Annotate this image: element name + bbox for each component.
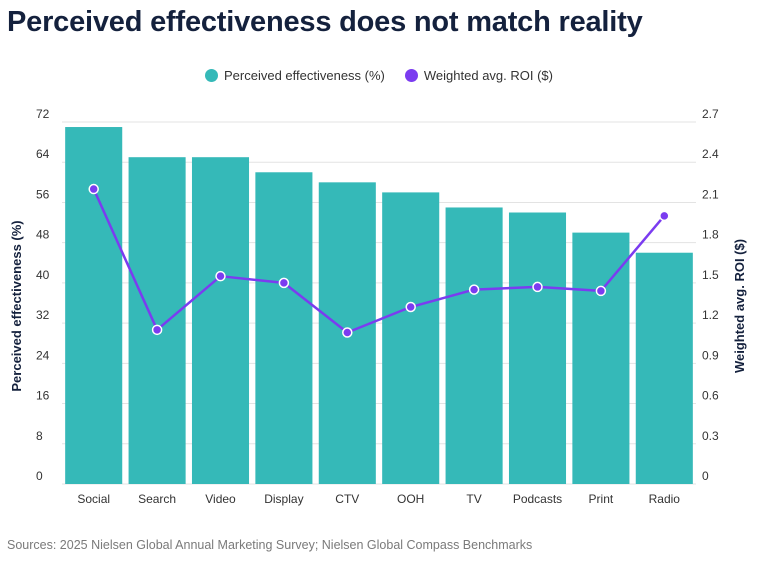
legend-label-perceived: Perceived effectiveness (%) (224, 68, 385, 83)
bar (191, 157, 250, 484)
source-note: Sources: 2025 Nielsen Global Annual Mark… (7, 538, 533, 552)
y2-tick-label: 2.4 (702, 147, 719, 161)
bar (508, 212, 567, 484)
x-tick-label: Podcasts (513, 492, 562, 506)
legend-label-roi: Weighted avg. ROI ($) (423, 68, 553, 83)
bar (128, 157, 186, 484)
y-tick-label: 56 (36, 187, 50, 201)
x-tick-label: Social (77, 492, 110, 506)
bar (382, 192, 440, 484)
y2-tick-label: 1.2 (702, 308, 719, 322)
x-tick-label: Display (264, 492, 303, 506)
legend-item-roi: Weighted avg. ROI ($) (404, 68, 553, 83)
legend: Perceived effectiveness (%) Weighted avg… (0, 68, 758, 83)
y-tick-label: 0 (36, 469, 43, 483)
y-tick-label: 72 (36, 107, 50, 121)
x-tick-label: Print (589, 492, 614, 506)
y2-tick-label: 0.9 (702, 348, 719, 362)
y-tick-label: 24 (36, 348, 50, 362)
y2-tick-label: 2.1 (702, 187, 719, 201)
x-tick-label: OOH (397, 492, 424, 506)
y-tick-label: 64 (36, 147, 50, 161)
bar (65, 127, 123, 485)
y2-tick-label: 0.3 (702, 429, 719, 443)
y-axis-title: Perceived effectiveness (%) (9, 220, 24, 391)
roi-point (342, 327, 353, 338)
bar (572, 232, 630, 484)
y-tick-label: 40 (36, 268, 50, 282)
roi-point (151, 324, 163, 336)
y2-tick-label: 0.6 (702, 389, 719, 403)
legend-item-perceived: Perceived effectiveness (%) (205, 68, 385, 83)
y2-tick-label: 2.7 (702, 107, 719, 121)
roi-point (215, 270, 226, 282)
y2-axis-title: Weighted avg. ROI ($) (732, 239, 747, 373)
legend-swatch-perceived (205, 69, 218, 82)
x-tick-label: TV (466, 492, 481, 506)
x-tick-label: CTV (335, 492, 359, 506)
roi-line (92, 188, 666, 334)
legend-swatch-roi (404, 69, 418, 82)
roi-point (278, 277, 290, 289)
x-tick-label: Search (138, 492, 176, 506)
roi-point (468, 284, 480, 295)
y-tick-label: 8 (36, 429, 43, 443)
y2-tick-label: 1.8 (702, 228, 719, 242)
y2-tick-label: 0 (702, 469, 709, 483)
y-tick-label: 32 (36, 308, 50, 322)
roi-point (532, 281, 543, 293)
y-tick-label: 16 (36, 389, 50, 403)
roi-point (405, 301, 416, 313)
bar (445, 207, 503, 484)
chart-title: Perceived effectiveness does not match r… (7, 6, 643, 38)
bar (255, 172, 313, 484)
y2-tick-label: 1.5 (702, 268, 719, 282)
x-tick-label: Radio (649, 492, 681, 506)
roi-point (88, 183, 99, 195)
y-tick-label: 48 (36, 228, 50, 242)
roi-point (595, 285, 607, 297)
x-tick-label: Video (205, 492, 236, 506)
roi-point (659, 210, 670, 222)
bar (635, 252, 693, 484)
